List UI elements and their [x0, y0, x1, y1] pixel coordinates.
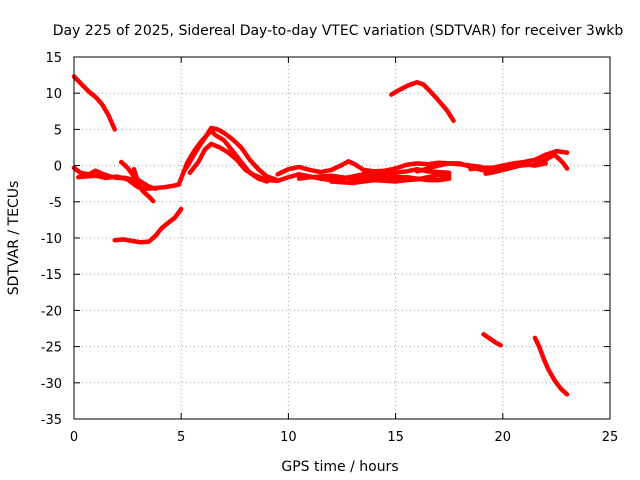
axis-ticks	[73, 56, 611, 420]
y-tick-label: -20	[41, 304, 62, 319]
y-tick-label: 10	[45, 87, 62, 102]
data-series	[71, 74, 570, 397]
series-track-09	[187, 141, 265, 181]
series-track-19	[481, 332, 503, 348]
y-tick-label: -25	[41, 341, 62, 356]
y-tick-label: -10	[41, 232, 62, 247]
x-tick-label: 15	[387, 430, 404, 445]
x-tick-label: 20	[495, 430, 512, 445]
y-tick-label: -30	[41, 377, 62, 392]
series-track-18	[532, 152, 570, 171]
y-tick-label: -35	[41, 413, 62, 428]
y-tick-labels: -35 -30 -25 -20 -15 -10 -5 0 5 10 15	[41, 51, 62, 428]
x-tick-label: 10	[280, 430, 297, 445]
y-axis-label: SDTVAR / TECUs	[6, 181, 22, 296]
x-tick-labels: 0 5 10 15 20 25	[70, 430, 618, 445]
y-tick-label: 5	[54, 123, 62, 138]
series-track-14	[389, 80, 456, 123]
y-tick-label: 0	[54, 160, 62, 175]
x-axis-label: GPS time / hours	[281, 459, 398, 475]
grid	[74, 57, 610, 419]
y-tick-label: 15	[45, 51, 62, 66]
series-track-16	[468, 148, 570, 172]
series-track-20	[532, 335, 570, 397]
x-tick-label: 0	[70, 430, 78, 445]
series-track-08	[183, 125, 278, 182]
series-track-06	[136, 182, 182, 192]
x-tick-label: 25	[602, 430, 619, 445]
series-track-03	[76, 173, 139, 189]
series-track-01	[71, 74, 117, 132]
series-track-13	[329, 172, 452, 186]
y-tick-label: -5	[49, 196, 62, 211]
series-track-17	[483, 162, 531, 176]
x-tick-label: 5	[177, 430, 185, 445]
series-track-21	[112, 206, 184, 245]
series-track-05	[131, 166, 156, 204]
y-tick-label: -15	[41, 268, 62, 283]
chart-title: Day 225 of 2025, Sidereal Day-to-day VTE…	[53, 23, 624, 39]
